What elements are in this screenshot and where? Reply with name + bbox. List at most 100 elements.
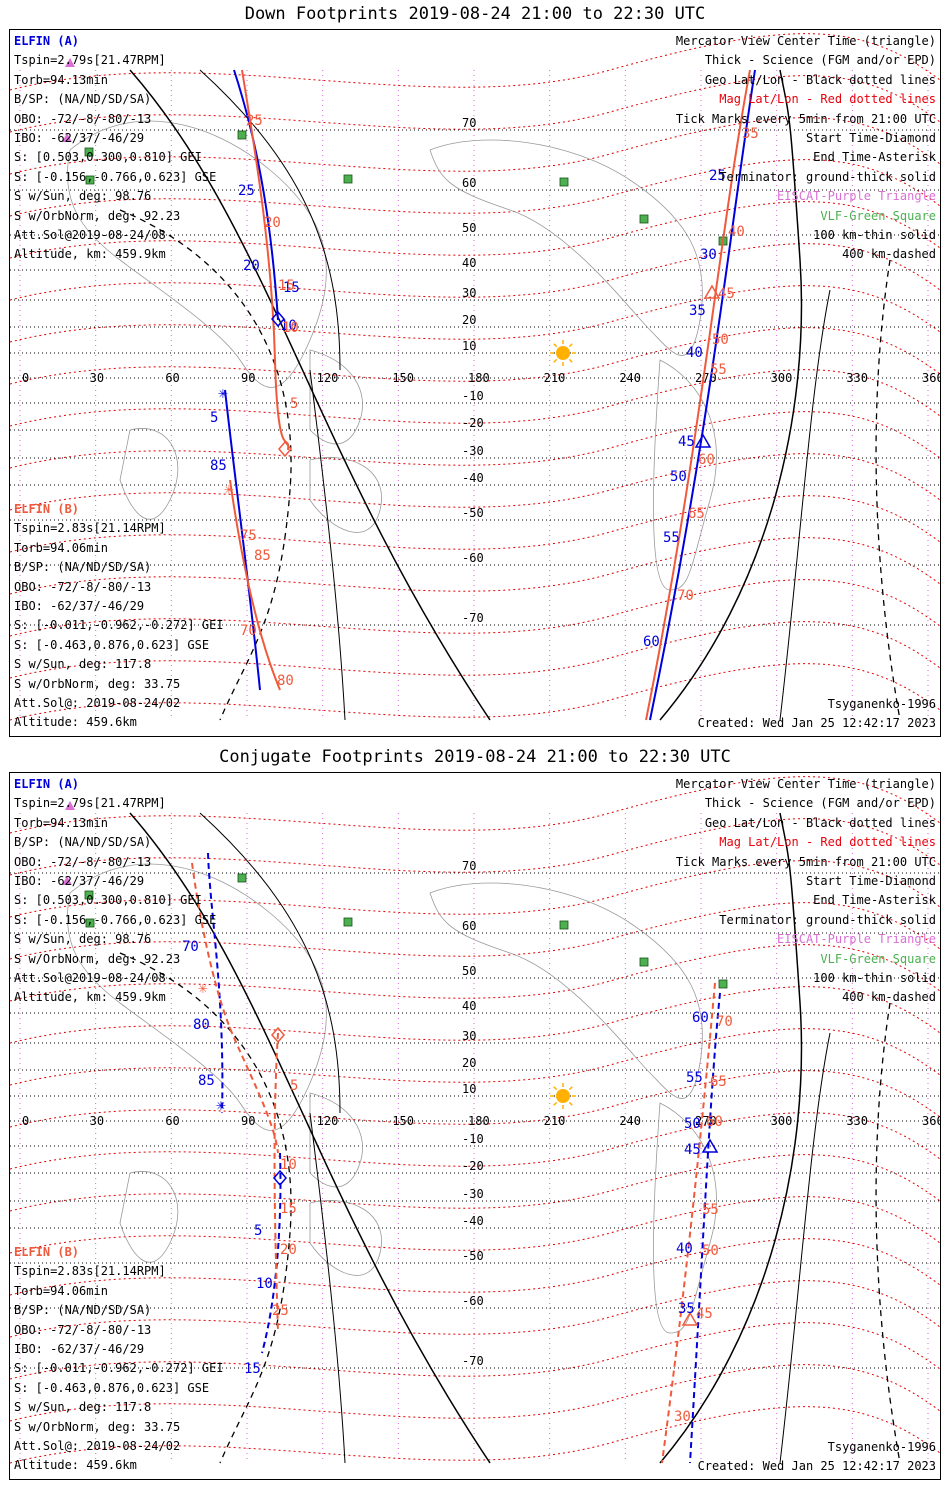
elfin-b-s-sun: S w/Sun, deg: 117.8	[14, 657, 152, 672]
orbit-tick-label: 25	[272, 1303, 289, 1319]
coastline	[653, 1102, 717, 1334]
orbit-tick-label: 40	[728, 224, 745, 240]
elfin-a-altitude: Altitude, km: 459.9km	[14, 247, 166, 262]
orbit-tick-label: 10	[256, 1276, 273, 1292]
elfin-a-ibo: IBO: -62/37/-46/29	[14, 131, 145, 146]
orbit-tick-label: 85	[210, 458, 227, 474]
vlf-station-icon	[85, 918, 95, 928]
orbit-tick-label: 60	[706, 1114, 723, 1130]
sun-ray	[553, 343, 558, 348]
elfin-b-altitude: Altitude: 459.6km	[14, 1458, 137, 1473]
lon-tick-label: 240	[619, 1114, 641, 1128]
panel-title: Conjugate Footprints 2019-08-24 21:00 to…	[219, 747, 731, 767]
terminator-left	[129, 812, 491, 1464]
terminator-400km-right	[875, 1002, 901, 1464]
lat-tick-label: -20	[462, 416, 484, 430]
lon-tick-label: 300	[771, 1114, 793, 1128]
orbit-tick-label: 70	[716, 1014, 733, 1030]
vlf-station-icon	[639, 214, 649, 224]
elfin-b-s-orbnorm: S w/OrbNorm, deg: 33.75	[14, 1419, 181, 1434]
end-asterisk-icon: ✳	[216, 1095, 226, 1114]
legend-400km: 400 km-dashed	[842, 247, 936, 262]
down-footprints-panel: Down Footprints 2019-08-24 21:00 to 22:3…	[9, 4, 941, 737]
elfin-a-bsp: B/SP: (NA/ND/SD/SA)	[14, 835, 152, 850]
orbit-tick-label: 55	[686, 1070, 703, 1086]
map-frame: 0 30 60 90 120 150 180 210 240 270 300 330 360 70 60 50…	[9, 772, 941, 1480]
lon-tick-label: 210	[544, 1114, 566, 1128]
eiscat-station-icon	[65, 801, 75, 810]
legend-end-time: End Time-Asterisk	[813, 150, 936, 165]
orbit-tick-label: 50	[684, 1116, 701, 1132]
mag-grid-line	[10, 1154, 940, 1212]
terminator-100km-right	[779, 1032, 831, 1464]
orbit-tick-label: 75	[240, 528, 257, 544]
mag-grid-line	[10, 621, 940, 679]
lat-tick-label: -60	[462, 551, 484, 565]
sun-ray	[553, 1086, 558, 1091]
legend-end-time: End Time-Asterisk	[813, 893, 936, 908]
vlf-station-icon	[84, 890, 94, 900]
elfin-b-info: ELFIN (B) Tspin=2.83s[21.14RPM] Torb=94.…	[14, 500, 224, 733]
lon-tick-label: 150	[392, 1114, 414, 1128]
lon-tick-label: 360	[922, 1114, 940, 1128]
start-diamond-icon	[278, 440, 292, 458]
lat-tick-label: -40	[462, 471, 484, 485]
coastline	[67, 863, 327, 1131]
orbit-tick-label: 5	[290, 396, 298, 412]
lat-tick-label: 50	[462, 964, 476, 978]
sun-ray	[553, 358, 558, 363]
lon-tick-label: 210	[544, 371, 566, 385]
lat-tick-label: -40	[462, 1214, 484, 1228]
elfin-b-s-gse: S: [-0.463,0.876,0.623] GSE	[14, 637, 210, 652]
elfin-b-s-gei: S: [-0.011,-0.962,-0.272] GEI	[14, 1361, 224, 1376]
mag-grid-line	[10, 776, 940, 834]
legend-science: Thick - Science (FGM and/or EPD)	[704, 796, 936, 811]
elfin-a-s-orbnorm: S w/OrbNorm, deg: 92.23	[14, 951, 181, 966]
legend-center-time: Mercator View Center Time (triangle)	[675, 777, 936, 791]
elfin-b-s-gei: S: [-0.011,-0.962,-0.272] GEI	[14, 618, 224, 633]
elfin-a-heading: ELFIN (A)	[14, 34, 80, 48]
legend-terminator: Terminator: ground-thick solid	[719, 912, 936, 927]
mag-grid-line	[10, 1238, 940, 1296]
center-time-triangle-icon	[681, 1311, 699, 1326]
coastline	[429, 139, 703, 356]
orbit-tick-label: 15	[283, 280, 300, 296]
terminator-400km-left	[119, 952, 292, 1464]
lon-tick-label: 90	[241, 1114, 255, 1128]
elfin-a-s-gse: S: [-0.156,-0.766,0.623] GSE	[14, 912, 217, 927]
lon-tick-label: 330	[846, 371, 868, 385]
coastline	[309, 1092, 363, 1188]
orbit-tick-label: 10	[280, 318, 297, 334]
legend-400km: 400 km-dashed	[842, 990, 936, 1005]
terminator-100km-left	[309, 369, 346, 721]
vlf-station-icon	[237, 130, 247, 140]
elfin-a-att-sol: Att.Sol@2019-08-24/08	[14, 971, 166, 986]
lon-tick-label: 30	[90, 1114, 104, 1128]
center-time-triangle-icon	[703, 284, 721, 299]
terminator-100km-left	[309, 1112, 346, 1464]
mag-grid-line	[10, 117, 940, 175]
orbit-tick-label: 60	[643, 634, 660, 650]
terminator-right	[659, 69, 803, 721]
mag-grid-line	[10, 1196, 940, 1254]
sun-ray	[568, 1101, 573, 1106]
orbit-tick-label: 10	[282, 320, 299, 336]
lat-tick-label: -70	[462, 611, 484, 625]
lon-tick-label: 180	[468, 1114, 490, 1128]
lat-tick-label: -50	[462, 1249, 484, 1263]
elfin-a-track	[224, 389, 261, 691]
orbit-tick-label: 20	[280, 1242, 297, 1258]
lat-tick-label: 60	[462, 919, 476, 933]
orbit-tick-label: 40	[686, 345, 703, 361]
legend: Mercator View Center Time (triangle) Thi…	[676, 32, 936, 265]
mag-grid-line	[10, 411, 940, 469]
elfin-b-s-orbnorm: S w/OrbNorm, deg: 33.75	[14, 676, 181, 691]
elfin-a-tspin: Tspin=2.79s[21.47RPM]	[14, 53, 166, 68]
sun-ray	[568, 1086, 573, 1091]
sun-icon	[556, 1089, 570, 1103]
lon-tick-label: 30	[90, 371, 104, 385]
orbit-tick-label: 35	[678, 1301, 695, 1317]
terminator-400km-left	[119, 209, 292, 721]
lon-tick-label: 300	[771, 371, 793, 385]
legend-start-time: Start Time-Diamond	[805, 874, 936, 889]
